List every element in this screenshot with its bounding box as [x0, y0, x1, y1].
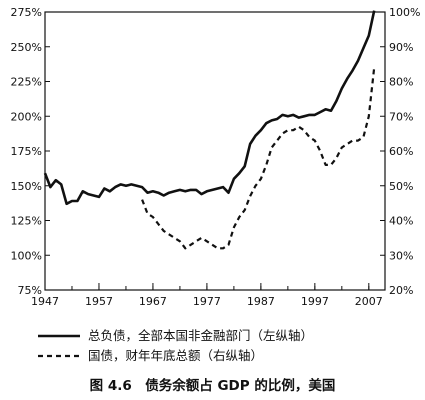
y-right-tick-label: 80%	[389, 76, 413, 89]
legend-item-gov-debt: 国债，财年年底总额（右纵轴）	[36, 346, 416, 366]
series-line-total-debt	[43, 10, 376, 206]
chart-legend: 总负债，全部本国非金融部门（左纵轴） 国债，财年年底总额（右纵轴）	[36, 326, 416, 366]
y-left-tick-label: 250%	[11, 41, 42, 54]
y-right-tick-label: 50%	[389, 180, 413, 193]
y-right-tick-label: 90%	[389, 41, 413, 54]
x-tick-label: 1997	[301, 295, 329, 308]
y-left-tick-label: 225%	[11, 76, 42, 89]
x-tick-label: 1977	[193, 295, 221, 308]
y-right-tick-label: 40%	[389, 215, 413, 228]
legend-swatch-solid	[38, 334, 80, 338]
debt-to-gdp-chart: 75% 100% 125% 150% 175% 200% 225% 250% 275% 20% 30…	[11, 6, 421, 308]
y-right-tick-label: 60%	[389, 145, 413, 158]
y-right-tick-label: 100%	[389, 6, 420, 19]
x-tick-label: 1967	[139, 295, 167, 308]
x-tick-label: 1947	[31, 295, 59, 308]
x-tick-label: 1957	[85, 295, 113, 308]
y-right-tick-label: 30%	[389, 249, 413, 262]
x-tick-label: 1987	[247, 295, 275, 308]
figure-caption: 图 4.6 债务余额占 GDP 的比例，美国	[89, 378, 336, 394]
y-left-tick-label: 150%	[11, 180, 42, 193]
y-left-tick-label: 275%	[11, 6, 42, 19]
y-left-tick-label: 100%	[11, 249, 42, 262]
y-right-tick-label: 20%	[389, 284, 413, 297]
plot-frame	[44, 11, 386, 291]
y-left-tick-label: 175%	[11, 145, 42, 158]
y-left-tick-label: 75%	[18, 284, 42, 297]
x-tick-label: 2007	[355, 295, 383, 308]
legend-label-gov-debt: 国债，财年年底总额（右纵轴）	[88, 348, 264, 363]
legend-label-total-debt: 总负债，全部本国非金融部门（左纵轴）	[88, 328, 314, 343]
y-right-tick-label: 70%	[389, 110, 413, 123]
legend-swatch-dashed	[38, 354, 80, 358]
y-left-tick-label: 125%	[11, 215, 42, 228]
y-left-tick-label: 200%	[11, 110, 42, 123]
legend-item-total-debt: 总负债，全部本国非金融部门（左纵轴）	[36, 326, 416, 346]
